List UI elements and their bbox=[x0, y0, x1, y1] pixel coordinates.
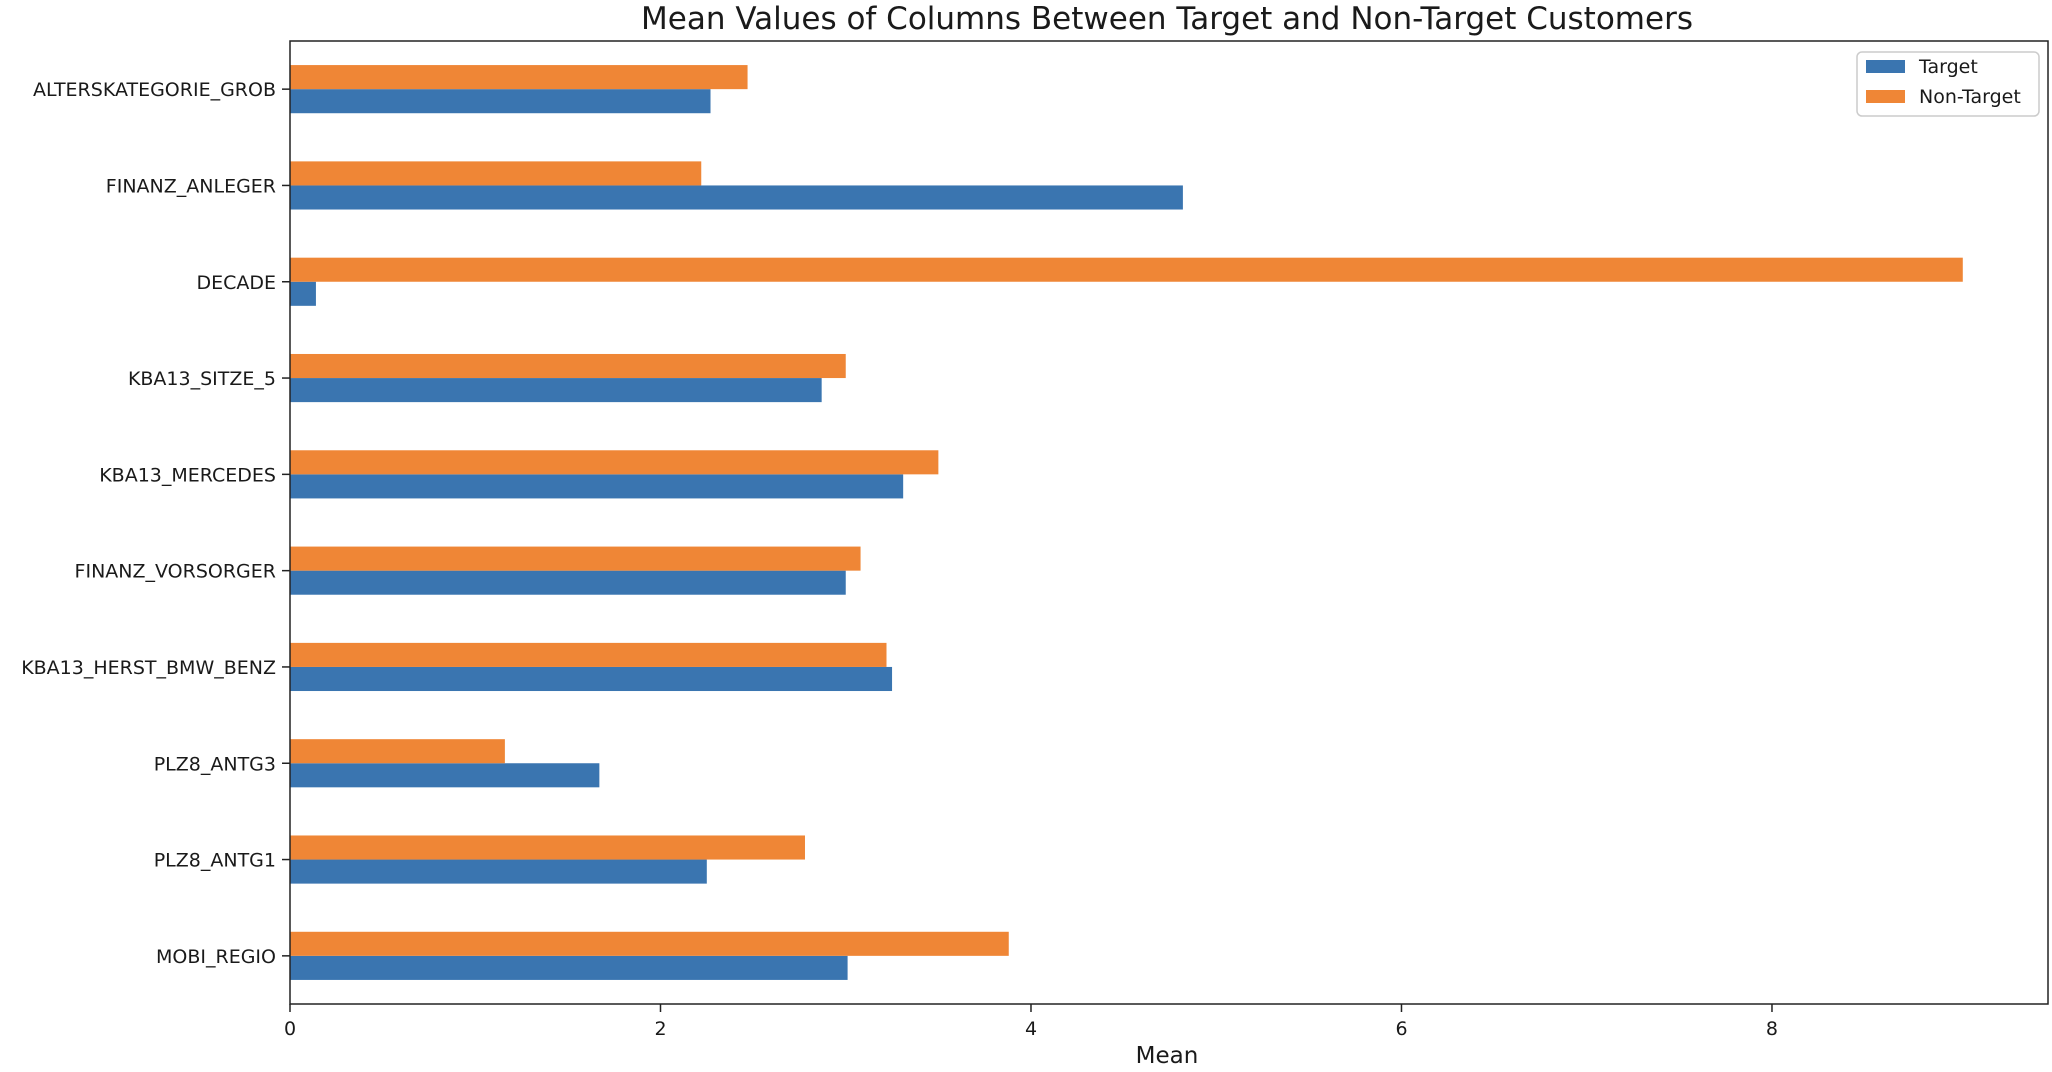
bar-target-kba13-sitze-5 bbox=[290, 378, 822, 403]
bar-non-target-decade bbox=[290, 257, 1963, 282]
bar-target-finanz-anleger bbox=[290, 185, 1183, 210]
bar-non-target-kba13-mercedes bbox=[290, 450, 939, 475]
y-tick-label-plz8-antg3: PLZ8_ANTG3 bbox=[154, 753, 276, 775]
x-tick-label-8: 8 bbox=[1766, 1018, 1778, 1040]
chart-title: Mean Values of Columns Between Target an… bbox=[641, 1, 1693, 37]
x-tick-label-2: 2 bbox=[654, 1018, 666, 1040]
bar-target-mobi-regio bbox=[290, 955, 848, 980]
y-tick-label-kba13-mercedes: KBA13_MERCEDES bbox=[99, 464, 276, 486]
axes bbox=[289, 40, 2049, 1005]
x-tick-label-6: 6 bbox=[1395, 1018, 1407, 1040]
bar-non-target-finanz-anleger bbox=[290, 161, 702, 186]
bar-group bbox=[290, 65, 1963, 980]
bar-non-target-plz8-antg3 bbox=[290, 739, 505, 764]
bar-non-target-finanz-vorsorger bbox=[290, 546, 861, 571]
plot-frame bbox=[289, 40, 2049, 1005]
x-axis: 0 2 4 6 8 bbox=[284, 1004, 1778, 1040]
y-tick-label-decade: DECADE bbox=[196, 272, 276, 294]
x-axis-label: Mean bbox=[1136, 1043, 1199, 1069]
bar-target-plz8-antg3 bbox=[290, 763, 600, 788]
bar-non-target-plz8-antg1 bbox=[290, 835, 805, 860]
bar-non-target-alterskategorie-grob bbox=[290, 65, 748, 90]
y-tick-label-kba13-herst-bmw-benz: KBA13_HERST_BMW_BENZ bbox=[21, 657, 276, 679]
x-tick-label-4: 4 bbox=[1025, 1018, 1037, 1040]
y-axis: ALTERSKATEGORIE_GROB FINANZ_ANLEGER DECADE… bbox=[21, 79, 290, 968]
y-tick-label-plz8-antg1: PLZ8_ANTG1 bbox=[154, 850, 276, 872]
y-tick-label-kba13-sitze-5: KBA13_SITZE_5 bbox=[128, 368, 276, 390]
y-tick-label-finanz-vorsorger: FINANZ_VORSORGER bbox=[75, 561, 276, 583]
legend: Target Non-Target bbox=[1856, 51, 2040, 117]
y-tick-label-mobi-regio: MOBI_REGIO bbox=[156, 946, 276, 968]
bar-target-plz8-antg1 bbox=[290, 859, 707, 884]
legend-swatch-non-target bbox=[1866, 90, 1905, 103]
legend-swatch-target bbox=[1866, 60, 1905, 73]
bar-target-kba13-herst-bmw-benz bbox=[290, 666, 893, 692]
legend-label-non-target: Non-Target bbox=[1919, 86, 2021, 108]
bar-target-decade bbox=[290, 281, 316, 306]
legend-label-target: Target bbox=[1918, 56, 1978, 78]
bar-target-finanz-vorsorger bbox=[290, 570, 846, 595]
bar-non-target-kba13-sitze-5 bbox=[290, 353, 846, 379]
bar-non-target-kba13-herst-bmw-benz bbox=[290, 642, 887, 667]
bar-non-target-mobi-regio bbox=[290, 931, 1009, 956]
y-tick-label-finanz-anleger: FINANZ_ANLEGER bbox=[106, 175, 276, 197]
x-tick-label-0: 0 bbox=[284, 1018, 296, 1040]
y-tick-label-alterskategorie-grob: ALTERSKATEGORIE_GROB bbox=[33, 79, 276, 101]
bar-target-kba13-mercedes bbox=[290, 474, 904, 499]
bar-target-alterskategorie-grob bbox=[290, 89, 711, 114]
